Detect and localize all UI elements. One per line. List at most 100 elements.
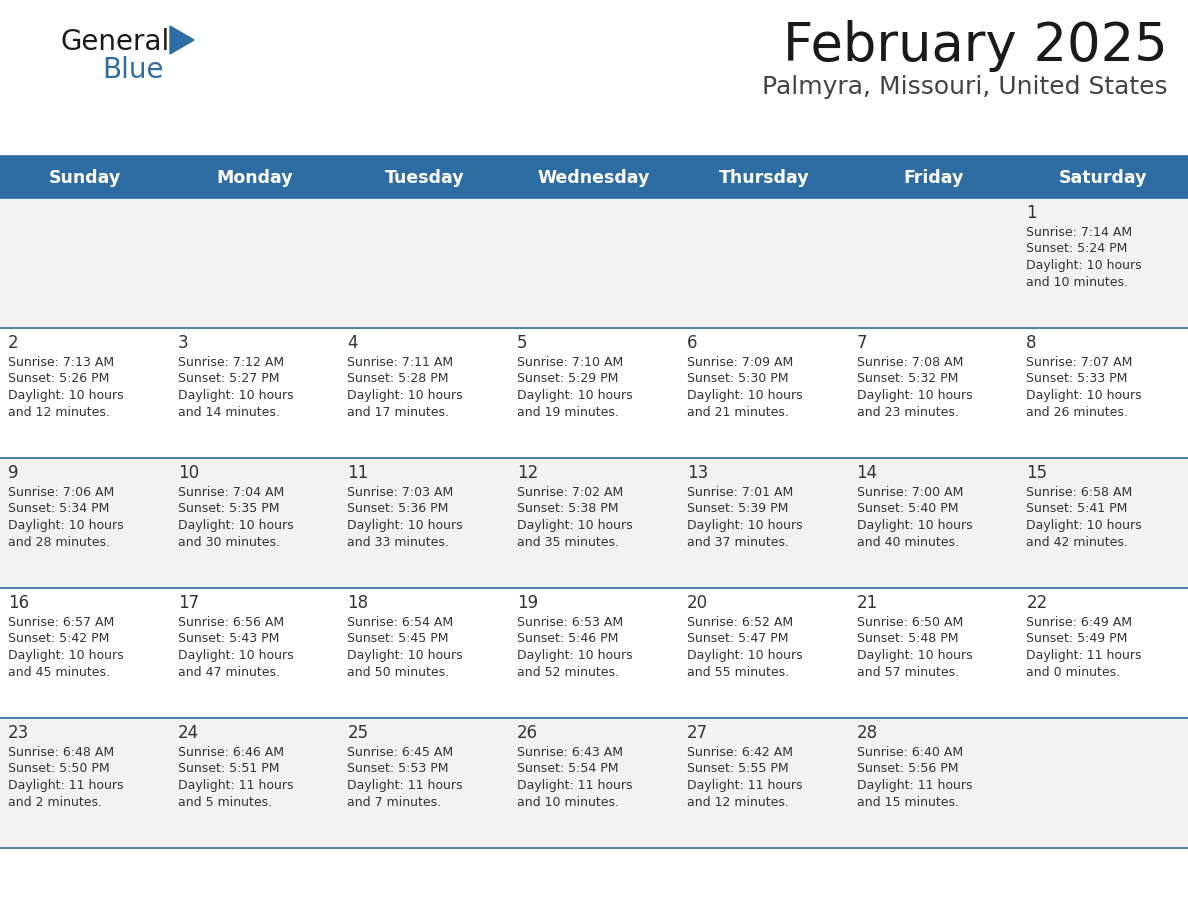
Bar xyxy=(0,718,1188,848)
Text: 1: 1 xyxy=(1026,204,1037,222)
Text: and 2 minutes.: and 2 minutes. xyxy=(8,796,102,809)
Text: Daylight: 11 hours: Daylight: 11 hours xyxy=(857,779,972,792)
Text: Daylight: 10 hours: Daylight: 10 hours xyxy=(347,519,463,532)
Text: 15: 15 xyxy=(1026,464,1048,482)
Text: and 30 minutes.: and 30 minutes. xyxy=(178,535,279,548)
Text: Sunset: 5:40 PM: Sunset: 5:40 PM xyxy=(857,502,958,516)
Text: Thursday: Thursday xyxy=(719,169,809,187)
Text: Daylight: 10 hours: Daylight: 10 hours xyxy=(8,649,124,662)
Text: 27: 27 xyxy=(687,724,708,742)
Text: 6: 6 xyxy=(687,334,697,352)
Text: Sunset: 5:26 PM: Sunset: 5:26 PM xyxy=(8,373,109,386)
Text: 3: 3 xyxy=(178,334,189,352)
Text: 4: 4 xyxy=(347,334,358,352)
Text: and 47 minutes.: and 47 minutes. xyxy=(178,666,279,678)
Text: Sunset: 5:34 PM: Sunset: 5:34 PM xyxy=(8,502,109,516)
Text: Sunrise: 7:06 AM: Sunrise: 7:06 AM xyxy=(8,486,114,499)
Text: and 12 minutes.: and 12 minutes. xyxy=(687,796,789,809)
Text: General: General xyxy=(61,28,169,56)
Text: Daylight: 10 hours: Daylight: 10 hours xyxy=(857,649,972,662)
Text: 10: 10 xyxy=(178,464,198,482)
Text: Sunrise: 7:03 AM: Sunrise: 7:03 AM xyxy=(347,486,454,499)
Text: 18: 18 xyxy=(347,594,368,612)
Text: Sunrise: 7:01 AM: Sunrise: 7:01 AM xyxy=(687,486,794,499)
Text: Daylight: 10 hours: Daylight: 10 hours xyxy=(178,389,293,402)
Text: and 40 minutes.: and 40 minutes. xyxy=(857,535,959,548)
Text: Daylight: 11 hours: Daylight: 11 hours xyxy=(1026,649,1142,662)
Bar xyxy=(0,198,1188,328)
Text: 14: 14 xyxy=(857,464,878,482)
Text: and 26 minutes.: and 26 minutes. xyxy=(1026,406,1129,419)
Text: and 19 minutes.: and 19 minutes. xyxy=(517,406,619,419)
Bar xyxy=(0,588,1188,718)
Text: Sunrise: 6:46 AM: Sunrise: 6:46 AM xyxy=(178,746,284,759)
Text: and 17 minutes.: and 17 minutes. xyxy=(347,406,449,419)
Text: Sunset: 5:43 PM: Sunset: 5:43 PM xyxy=(178,633,279,645)
Text: Palmyra, Missouri, United States: Palmyra, Missouri, United States xyxy=(763,75,1168,99)
Text: and 57 minutes.: and 57 minutes. xyxy=(857,666,959,678)
Text: and 55 minutes.: and 55 minutes. xyxy=(687,666,789,678)
Text: Sunrise: 6:43 AM: Sunrise: 6:43 AM xyxy=(517,746,624,759)
Text: 16: 16 xyxy=(8,594,30,612)
Text: February 2025: February 2025 xyxy=(783,20,1168,72)
Text: Daylight: 10 hours: Daylight: 10 hours xyxy=(1026,519,1142,532)
Text: Sunset: 5:36 PM: Sunset: 5:36 PM xyxy=(347,502,449,516)
Text: Sunrise: 6:58 AM: Sunrise: 6:58 AM xyxy=(1026,486,1132,499)
Text: and 33 minutes.: and 33 minutes. xyxy=(347,535,449,548)
Text: Sunrise: 7:10 AM: Sunrise: 7:10 AM xyxy=(517,356,624,369)
Text: 20: 20 xyxy=(687,594,708,612)
Text: Sunrise: 6:57 AM: Sunrise: 6:57 AM xyxy=(8,616,114,629)
Text: Sunset: 5:32 PM: Sunset: 5:32 PM xyxy=(857,373,958,386)
Text: Monday: Monday xyxy=(216,169,293,187)
Text: Sunset: 5:29 PM: Sunset: 5:29 PM xyxy=(517,373,619,386)
Text: 7: 7 xyxy=(857,334,867,352)
Text: Sunset: 5:41 PM: Sunset: 5:41 PM xyxy=(1026,502,1127,516)
Text: Friday: Friday xyxy=(903,169,963,187)
Text: Daylight: 10 hours: Daylight: 10 hours xyxy=(8,389,124,402)
Text: Daylight: 10 hours: Daylight: 10 hours xyxy=(687,389,802,402)
Text: Sunset: 5:46 PM: Sunset: 5:46 PM xyxy=(517,633,619,645)
Text: Daylight: 10 hours: Daylight: 10 hours xyxy=(1026,259,1142,272)
Text: Daylight: 10 hours: Daylight: 10 hours xyxy=(1026,389,1142,402)
Text: 5: 5 xyxy=(517,334,527,352)
Text: Daylight: 10 hours: Daylight: 10 hours xyxy=(857,519,972,532)
Polygon shape xyxy=(170,26,194,54)
Text: 26: 26 xyxy=(517,724,538,742)
Text: Daylight: 11 hours: Daylight: 11 hours xyxy=(687,779,802,792)
Text: Daylight: 10 hours: Daylight: 10 hours xyxy=(857,389,972,402)
Text: and 5 minutes.: and 5 minutes. xyxy=(178,796,272,809)
Text: Sunrise: 6:53 AM: Sunrise: 6:53 AM xyxy=(517,616,624,629)
Text: and 0 minutes.: and 0 minutes. xyxy=(1026,666,1120,678)
Text: 22: 22 xyxy=(1026,594,1048,612)
Text: Tuesday: Tuesday xyxy=(385,169,465,187)
Text: and 45 minutes.: and 45 minutes. xyxy=(8,666,110,678)
Text: Sunset: 5:38 PM: Sunset: 5:38 PM xyxy=(517,502,619,516)
Text: Sunrise: 6:52 AM: Sunrise: 6:52 AM xyxy=(687,616,792,629)
Text: Sunrise: 6:48 AM: Sunrise: 6:48 AM xyxy=(8,746,114,759)
Text: Daylight: 10 hours: Daylight: 10 hours xyxy=(517,649,633,662)
Text: Daylight: 11 hours: Daylight: 11 hours xyxy=(347,779,463,792)
Text: Daylight: 10 hours: Daylight: 10 hours xyxy=(178,649,293,662)
Text: and 28 minutes.: and 28 minutes. xyxy=(8,535,110,548)
Text: Sunrise: 7:09 AM: Sunrise: 7:09 AM xyxy=(687,356,794,369)
Text: Sunrise: 7:08 AM: Sunrise: 7:08 AM xyxy=(857,356,963,369)
Text: Sunrise: 6:42 AM: Sunrise: 6:42 AM xyxy=(687,746,792,759)
Text: Daylight: 10 hours: Daylight: 10 hours xyxy=(347,649,463,662)
Text: Sunset: 5:51 PM: Sunset: 5:51 PM xyxy=(178,763,279,776)
Text: and 42 minutes.: and 42 minutes. xyxy=(1026,535,1129,548)
Text: Sunrise: 6:40 AM: Sunrise: 6:40 AM xyxy=(857,746,962,759)
Text: 12: 12 xyxy=(517,464,538,482)
Text: 19: 19 xyxy=(517,594,538,612)
Text: and 12 minutes.: and 12 minutes. xyxy=(8,406,109,419)
Text: and 23 minutes.: and 23 minutes. xyxy=(857,406,959,419)
Text: 24: 24 xyxy=(178,724,198,742)
Text: Sunset: 5:56 PM: Sunset: 5:56 PM xyxy=(857,763,958,776)
Text: Sunrise: 7:12 AM: Sunrise: 7:12 AM xyxy=(178,356,284,369)
Text: Sunrise: 7:04 AM: Sunrise: 7:04 AM xyxy=(178,486,284,499)
Text: and 35 minutes.: and 35 minutes. xyxy=(517,535,619,548)
Text: 13: 13 xyxy=(687,464,708,482)
Text: Sunset: 5:50 PM: Sunset: 5:50 PM xyxy=(8,763,109,776)
Text: Daylight: 11 hours: Daylight: 11 hours xyxy=(178,779,293,792)
Text: Daylight: 11 hours: Daylight: 11 hours xyxy=(8,779,124,792)
Text: 9: 9 xyxy=(8,464,19,482)
